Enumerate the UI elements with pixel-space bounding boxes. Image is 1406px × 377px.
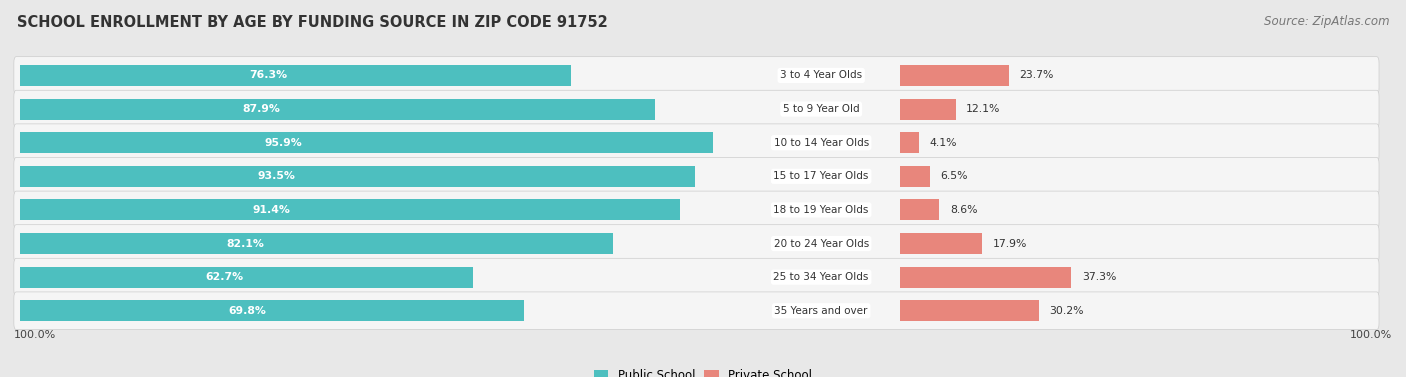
Text: 20 to 24 Year Olds: 20 to 24 Year Olds [773,239,869,248]
Bar [20,166,696,187]
Text: 62.7%: 62.7% [205,272,243,282]
Text: 35 Years and over: 35 Years and over [775,306,868,316]
Text: 93.5%: 93.5% [257,171,295,181]
Text: 30.2%: 30.2% [1049,306,1084,316]
Text: 76.3%: 76.3% [249,70,287,80]
Text: 69.8%: 69.8% [228,306,266,316]
Text: 12.1%: 12.1% [966,104,1001,114]
FancyBboxPatch shape [14,124,1379,161]
Text: 8.6%: 8.6% [950,205,977,215]
Text: 4.1%: 4.1% [929,138,957,148]
Text: 37.3%: 37.3% [1081,272,1116,282]
Text: 82.1%: 82.1% [226,239,264,248]
Text: 5 to 9 Year Old: 5 to 9 Year Old [783,104,859,114]
Text: 17.9%: 17.9% [993,239,1028,248]
Text: 25 to 34 Year Olds: 25 to 34 Year Olds [773,272,869,282]
FancyBboxPatch shape [14,225,1379,262]
FancyBboxPatch shape [14,258,1379,296]
Bar [20,99,655,120]
Bar [20,65,571,86]
Bar [20,267,472,288]
Bar [900,300,1039,321]
Bar [900,99,956,120]
Text: 6.5%: 6.5% [941,171,967,181]
Bar [900,267,1071,288]
FancyBboxPatch shape [14,158,1379,195]
Text: 10 to 14 Year Olds: 10 to 14 Year Olds [773,138,869,148]
Bar [900,65,1010,86]
Text: Source: ZipAtlas.com: Source: ZipAtlas.com [1264,15,1389,28]
Bar [900,132,918,153]
FancyBboxPatch shape [14,292,1379,329]
Bar [900,199,939,220]
FancyBboxPatch shape [14,191,1379,229]
Bar [20,132,713,153]
Bar [20,233,613,254]
Text: 87.9%: 87.9% [242,104,280,114]
Text: 95.9%: 95.9% [264,138,302,148]
FancyBboxPatch shape [14,57,1379,94]
Text: 15 to 17 Year Olds: 15 to 17 Year Olds [773,171,869,181]
Bar [900,166,929,187]
Text: SCHOOL ENROLLMENT BY AGE BY FUNDING SOURCE IN ZIP CODE 91752: SCHOOL ENROLLMENT BY AGE BY FUNDING SOUR… [17,15,607,30]
Text: 100.0%: 100.0% [14,330,56,340]
Text: 23.7%: 23.7% [1019,70,1053,80]
Text: 3 to 4 Year Olds: 3 to 4 Year Olds [780,70,862,80]
Bar [900,233,983,254]
Text: 91.4%: 91.4% [252,205,290,215]
FancyBboxPatch shape [14,90,1379,128]
Text: 18 to 19 Year Olds: 18 to 19 Year Olds [773,205,869,215]
Text: 100.0%: 100.0% [1350,330,1392,340]
Legend: Public School, Private School: Public School, Private School [589,364,817,377]
Bar [20,199,681,220]
Bar [20,300,524,321]
